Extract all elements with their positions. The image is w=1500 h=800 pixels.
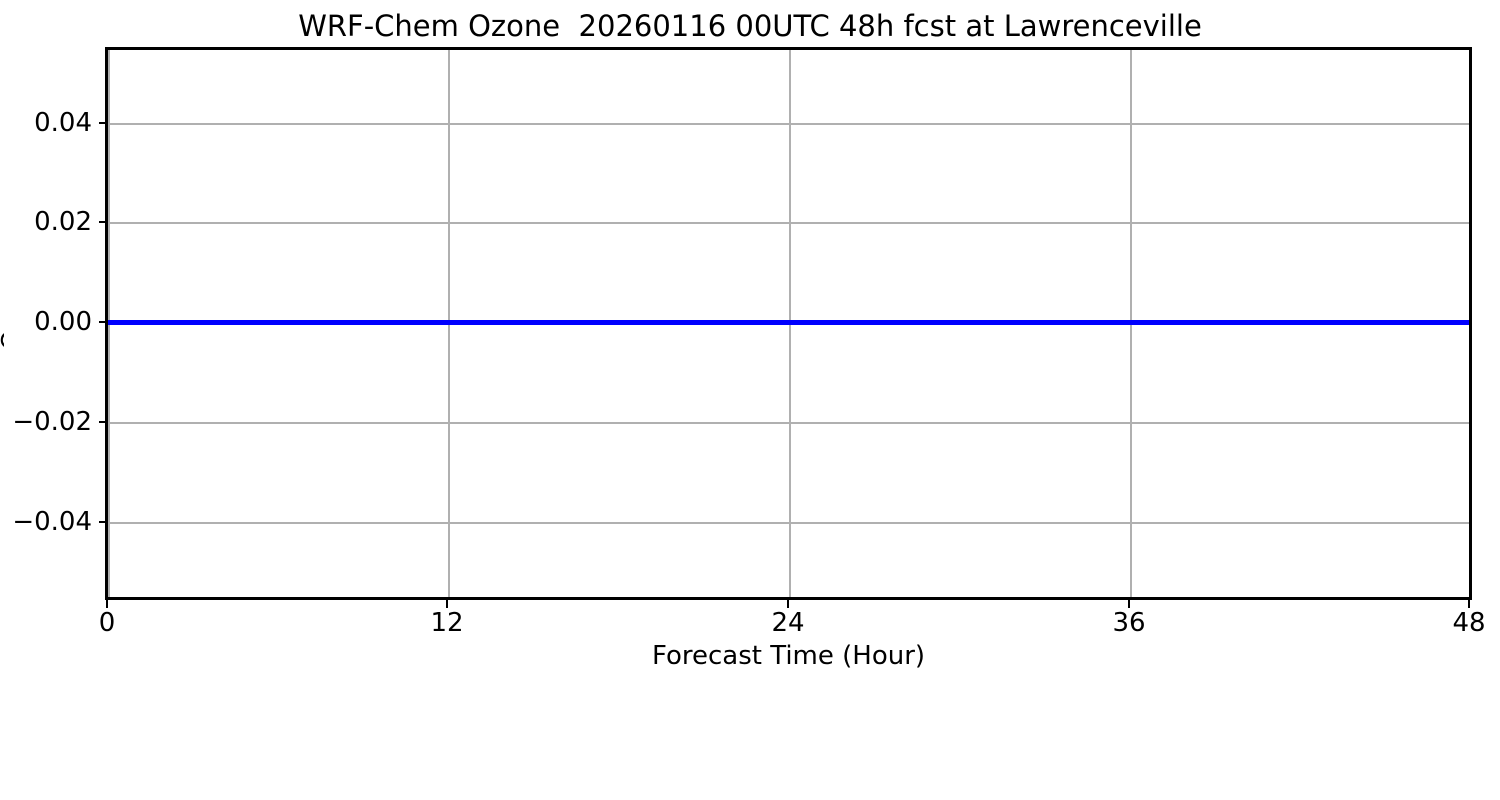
y-tick-mark-0.04 bbox=[99, 122, 107, 124]
gridline-horizontal-0.02 bbox=[108, 222, 1469, 224]
x-tick-mark-0 bbox=[106, 600, 108, 608]
x-tick-label-12: 12 bbox=[430, 608, 464, 638]
x-tick-label-24: 24 bbox=[771, 608, 805, 638]
x-tick-label-48: 48 bbox=[1452, 608, 1486, 638]
x-tick-mark-36 bbox=[1128, 600, 1130, 608]
x-tick-mark-12 bbox=[446, 600, 448, 608]
y-tick-label--0.02: −0.02 bbox=[12, 407, 92, 437]
y-tick-mark-0.02 bbox=[99, 221, 107, 223]
x-tick-label-36: 36 bbox=[1112, 608, 1146, 638]
x-tick-mark-24 bbox=[787, 600, 789, 608]
x-tick-label-0: 0 bbox=[98, 608, 116, 638]
x-tick-mark-48 bbox=[1468, 600, 1470, 608]
chart-title: WRF-Chem Ozone 20260116 00UTC 48h fcst a… bbox=[298, 9, 1202, 43]
x-axis-label: Forecast Time (Hour) bbox=[651, 641, 926, 671]
y-tick-mark-0.00 bbox=[99, 321, 107, 323]
y-tick-label--0.04: −0.04 bbox=[12, 507, 92, 537]
gridline-horizontal-0.04 bbox=[108, 123, 1469, 125]
y-tick-label-0.04: 0.04 bbox=[34, 108, 92, 138]
gridline-horizontal--0.04 bbox=[108, 522, 1469, 524]
y-tick-label-0.02: 0.02 bbox=[34, 207, 92, 237]
plot-inner bbox=[108, 50, 1469, 597]
y-tick-mark--0.02 bbox=[99, 421, 107, 423]
plot-area bbox=[105, 47, 1472, 600]
y-tick-mark--0.04 bbox=[99, 521, 107, 523]
gridline-horizontal--0.02 bbox=[108, 422, 1469, 424]
series-line-ozone bbox=[108, 320, 1469, 325]
y-tick-label-0.00: 0.00 bbox=[34, 307, 92, 337]
